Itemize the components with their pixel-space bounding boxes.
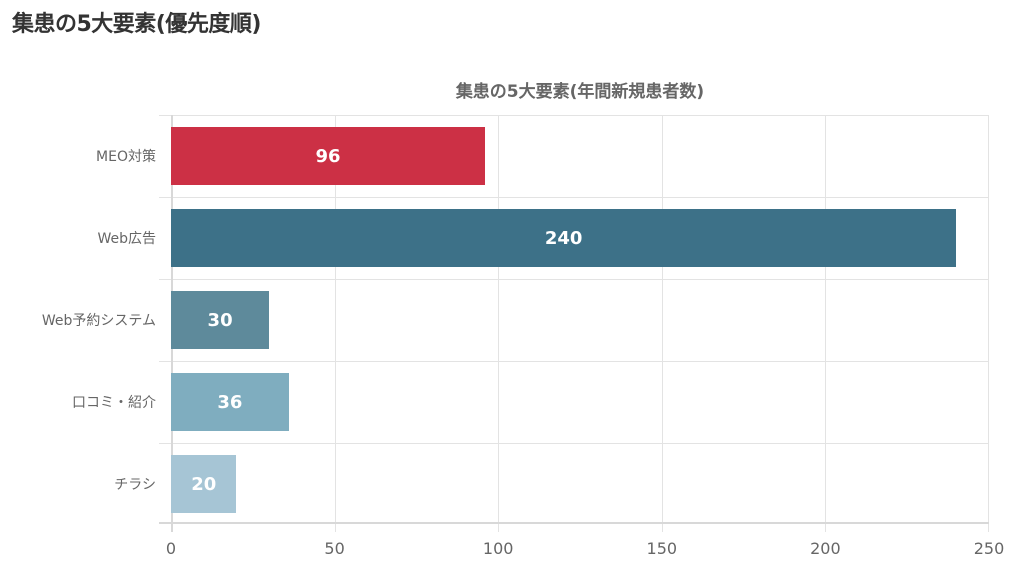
- category-label-flyers: チラシ: [114, 477, 156, 493]
- bar-value-label: 30: [207, 309, 233, 331]
- category-label-word-of-mouth: 口コミ・紹介: [72, 395, 156, 411]
- category-label-web-ads: Web広告: [97, 231, 156, 247]
- x-tick-250: 250: [973, 539, 1005, 558]
- gridline-y-2: [159, 279, 989, 280]
- category-label-meo: MEO対策: [96, 149, 156, 165]
- gridline-y-0: [159, 115, 989, 116]
- x-tick-100: 100: [482, 539, 514, 558]
- chart-title: 集患の5大要素(年間新規患者数): [455, 82, 705, 102]
- bar-meo[interactable]: 96: [171, 127, 486, 185]
- gridline-y-4: [159, 443, 989, 444]
- page-title: 集患の5大要素(優先度順): [12, 12, 261, 37]
- gridline-x-50: [334, 115, 336, 532]
- bar-flyers[interactable]: 20: [171, 455, 237, 513]
- bar-value-label: 36: [217, 391, 243, 413]
- category-label-web-booking: Web予約システム: [41, 313, 156, 329]
- gridline-x-200: [825, 115, 827, 532]
- gridline-y-3: [159, 361, 989, 362]
- bar-web-booking[interactable]: 30: [171, 291, 270, 349]
- bar-value-label: 240: [544, 227, 583, 249]
- x-tick-50: 50: [324, 539, 345, 558]
- gridline-y-1: [159, 197, 989, 198]
- x-tick-0: 0: [165, 539, 177, 558]
- bar-web-ads[interactable]: 240: [171, 209, 957, 267]
- bar-value-label: 96: [315, 145, 341, 167]
- gridline-x-250: [988, 115, 989, 532]
- x-tick-150: 150: [646, 539, 678, 558]
- bar-value-label: 20: [191, 473, 217, 495]
- x-axis-line: [159, 522, 989, 524]
- bar-word-of-mouth[interactable]: 36: [171, 373, 289, 431]
- gridline-x-150: [661, 115, 663, 532]
- plot-area: 96 240 30 36 20: [159, 115, 989, 532]
- x-tick-200: 200: [810, 539, 841, 558]
- gridline-x-100: [498, 115, 500, 532]
